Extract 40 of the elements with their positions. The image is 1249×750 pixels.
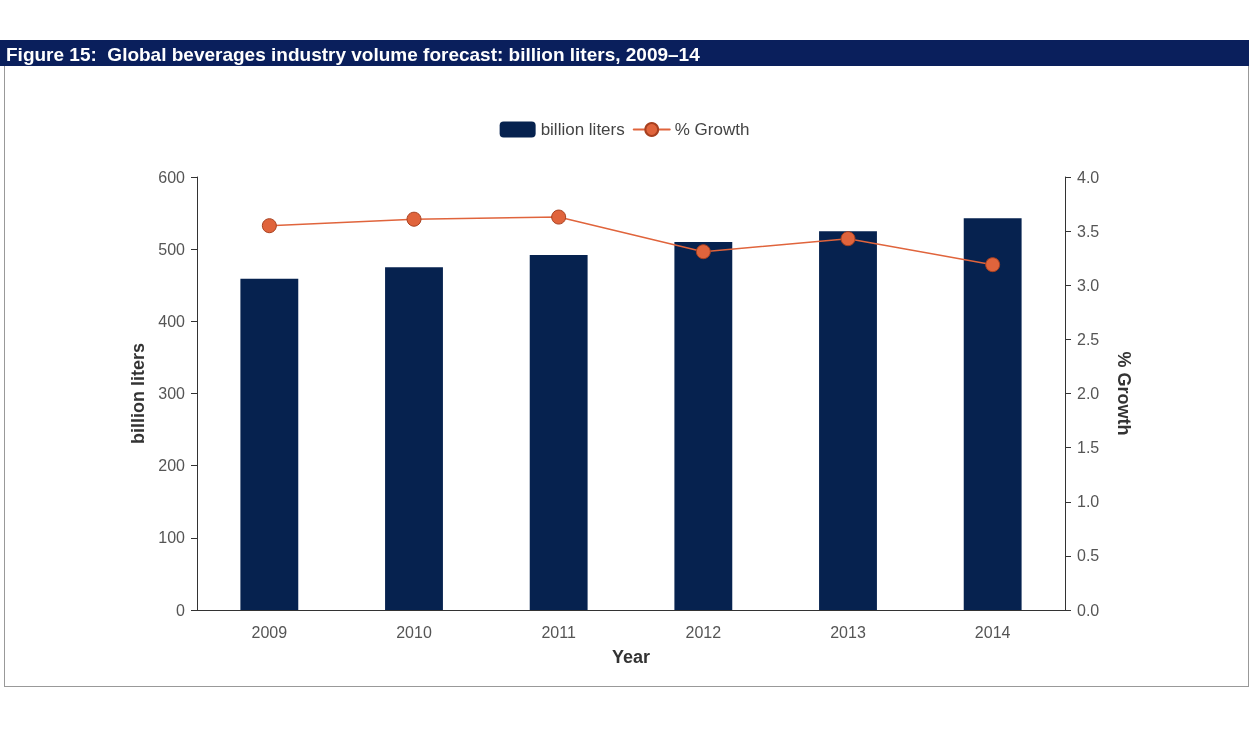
y2-tick-label: 3.0 [1077, 276, 1100, 294]
y-tick-label: 200 [158, 457, 186, 475]
y2-tick-label: 4.0 [1077, 168, 1100, 186]
bar [240, 278, 299, 610]
point [985, 257, 1001, 273]
legend-label: billion liters [540, 120, 625, 139]
legend-label: % Growth [674, 120, 750, 139]
y2-tick-label: 0.5 [1077, 547, 1100, 565]
bar [963, 218, 1022, 610]
bar [819, 231, 877, 610]
x-tick-label: 2011 [541, 623, 576, 641]
y2-tick-label: 3.5 [1077, 222, 1100, 240]
point [406, 211, 422, 227]
point [551, 209, 567, 225]
y2-axis-title: % Growth [1114, 351, 1134, 436]
y-axis-title: billion liters [128, 342, 148, 445]
x-tick-label: 2010 [396, 623, 432, 641]
y-tick-label: 300 [158, 385, 186, 402]
bar [674, 241, 733, 610]
y-tick-label: 0 [176, 601, 186, 619]
y2-tick-label: 2.0 [1077, 385, 1100, 402]
y2-tick-label: 1.5 [1077, 439, 1100, 457]
point [840, 231, 856, 247]
y2-tick-label: 1.0 [1077, 493, 1100, 511]
x-tick-label: 2009 [251, 623, 288, 641]
y-tick-label: 400 [158, 312, 186, 330]
x-tick-label: 2013 [830, 623, 866, 641]
y2-tick-label: 2.5 [1077, 330, 1100, 348]
chart-title: Figure 15: Global beverages industry volume forecast: billion liters, 2009–14 [0, 40, 1249, 66]
bar [385, 267, 443, 610]
y-tick-label: 500 [158, 240, 186, 258]
point [261, 218, 277, 234]
y-tick-label: 600 [158, 168, 186, 186]
bar [529, 254, 588, 610]
y2-tick-label: 0.0 [1077, 601, 1100, 619]
y-tick-label: 100 [158, 529, 186, 547]
point [695, 244, 711, 260]
x-axis-title: Year [611, 647, 651, 667]
x-tick-label: 2014 [974, 623, 1011, 641]
x-tick-label: 2012 [685, 623, 722, 641]
